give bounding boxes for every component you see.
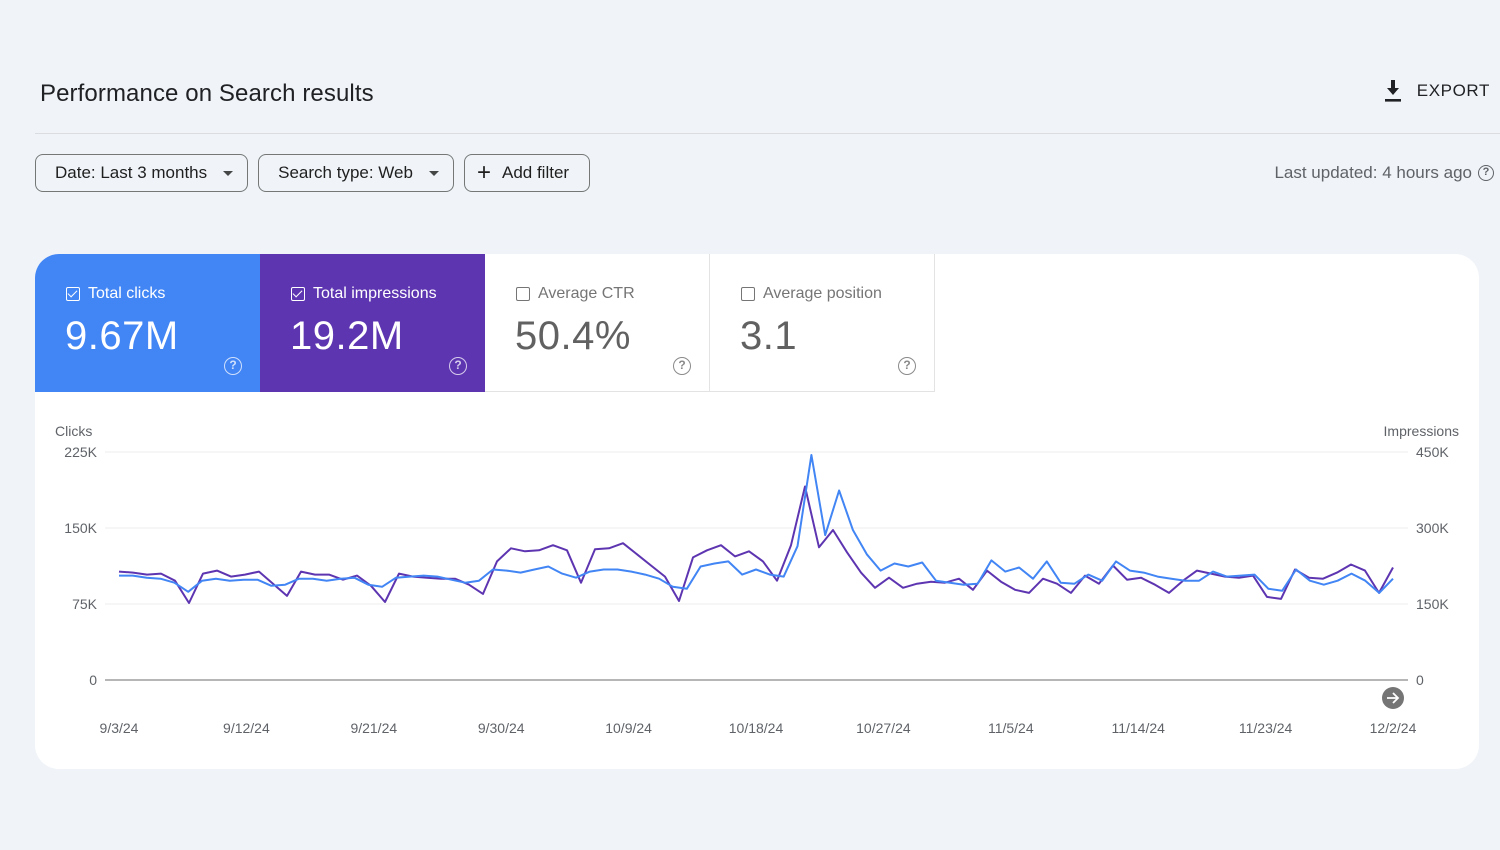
- last-updated: Last updated: 4 hours ago ?: [1274, 163, 1494, 183]
- left-axis-title: Clicks: [55, 423, 92, 439]
- right-axis-title: Impressions: [1384, 423, 1459, 439]
- last-updated-text: Last updated: 4 hours ago: [1274, 163, 1472, 182]
- dropdown-arrow-icon: [428, 170, 439, 176]
- metric-average-ctr[interactable]: Average CTR 50.4% ?: [485, 254, 710, 392]
- checkbox-checked-icon[interactable]: [291, 287, 305, 301]
- x-tick-label: 11/5/24: [988, 720, 1034, 736]
- metric-value: 9.67M: [65, 314, 179, 358]
- search-type-filter-chip[interactable]: Search type: Web: [258, 154, 454, 192]
- metric-tabs: Total clicks 9.67M ? Total impressions 1…: [35, 254, 935, 392]
- left-y-tick-label: 150K: [64, 520, 97, 536]
- help-icon[interactable]: ?: [673, 357, 691, 375]
- help-icon[interactable]: ?: [449, 357, 467, 375]
- filter-bar: Date: Last 3 months Search type: Web + A…: [35, 154, 591, 192]
- add-filter-label: Add filter: [501, 163, 570, 182]
- date-filter-label: Date: Last 3 months: [55, 163, 208, 182]
- left-y-tick-label: 225K: [64, 444, 97, 460]
- performance-card: Total clicks 9.67M ? Total impressions 1…: [35, 254, 1479, 769]
- performance-chart: 0 0 75K 150K 150K 300K 225K 450K 9/3/24 9/12/24 9…: [55, 423, 1459, 736]
- x-tick-label: 10/27/24: [856, 720, 911, 736]
- right-y-tick-label: 450K: [1416, 444, 1449, 460]
- help-icon[interactable]: ?: [224, 357, 242, 375]
- left-y-tick-label: 0: [89, 672, 97, 688]
- metric-total-clicks[interactable]: Total clicks 9.67M ?: [35, 254, 260, 392]
- checkbox-unchecked-icon[interactable]: [516, 287, 530, 301]
- metric-value: 50.4%: [515, 314, 631, 358]
- download-icon: [1384, 80, 1401, 102]
- scroll-right-button[interactable]: [1382, 687, 1404, 709]
- right-y-tick-label: 0: [1416, 672, 1424, 688]
- series-line-clicks: [119, 454, 1394, 594]
- dropdown-arrow-icon: [223, 170, 234, 176]
- left-y-tick-label: 75K: [72, 596, 98, 612]
- right-y-tick-label: 150K: [1416, 596, 1449, 612]
- add-filter-button[interactable]: + Add filter: [463, 154, 591, 192]
- export-label: EXPORT: [1416, 81, 1490, 100]
- metric-value: 19.2M: [290, 314, 404, 358]
- x-tick-label: 11/14/24: [1111, 720, 1165, 736]
- metric-label: Average CTR: [538, 285, 635, 302]
- checkbox-checked-icon[interactable]: [66, 287, 80, 301]
- checkbox-unchecked-icon[interactable]: [741, 287, 755, 301]
- x-tick-label: 9/21/24: [350, 720, 397, 736]
- metric-average-position[interactable]: Average position 3.1 ?: [710, 254, 935, 392]
- search-type-filter-label: Search type: Web: [278, 163, 413, 182]
- page-title: Performance on Search results: [40, 80, 374, 107]
- x-tick-label: 9/30/24: [478, 720, 525, 736]
- metric-label: Total clicks: [88, 285, 166, 302]
- metric-label: Average position: [763, 285, 882, 302]
- metric-label: Total impressions: [313, 285, 437, 302]
- plus-icon: +: [476, 159, 491, 186]
- header-divider: [35, 133, 1500, 134]
- x-tick-label: 9/3/24: [100, 720, 139, 736]
- arrow-right-icon: [1387, 692, 1400, 704]
- metric-value: 3.1: [740, 314, 798, 358]
- date-filter-chip[interactable]: Date: Last 3 months: [35, 154, 249, 192]
- help-icon[interactable]: ?: [1478, 165, 1494, 181]
- x-tick-label: 11/23/24: [1239, 720, 1293, 736]
- metric-total-impressions[interactable]: Total impressions 19.2M ?: [260, 254, 485, 392]
- x-tick-label: 10/9/24: [605, 720, 652, 736]
- x-tick-label: 10/18/24: [729, 720, 784, 736]
- export-button[interactable]: EXPORT: [1381, 78, 1490, 104]
- x-tick-label: 12/2/24: [1370, 720, 1417, 736]
- series-line-impressions: [118, 485, 1394, 604]
- right-y-tick-label: 300K: [1416, 520, 1449, 536]
- help-icon[interactable]: ?: [898, 357, 916, 375]
- x-tick-label: 9/12/24: [223, 720, 270, 736]
